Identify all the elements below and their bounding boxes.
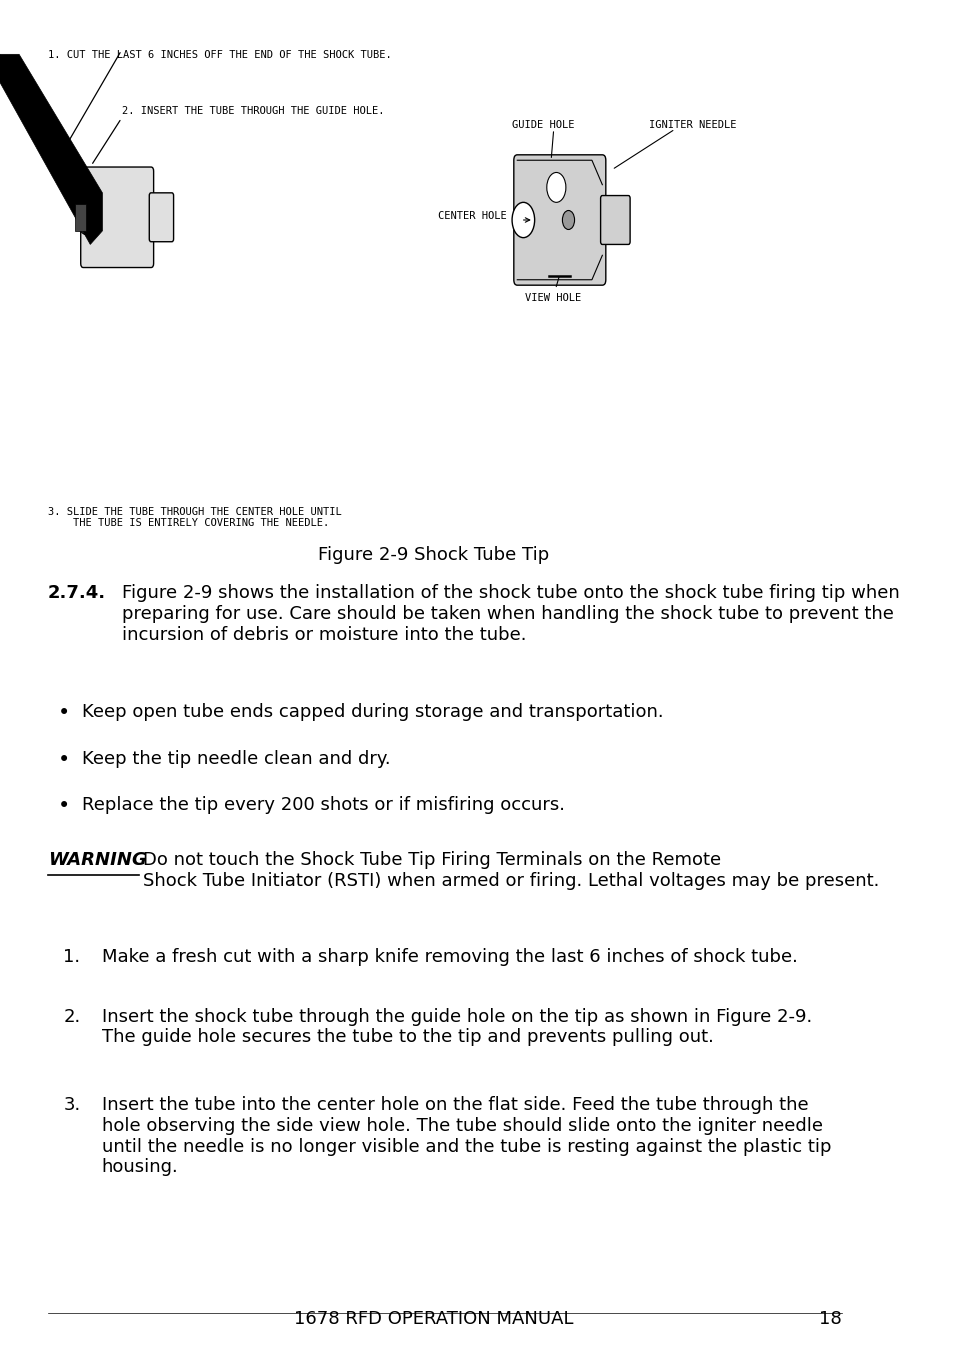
Circle shape bbox=[546, 172, 566, 202]
Text: 18: 18 bbox=[819, 1310, 842, 1328]
Text: VIEW HOLE: VIEW HOLE bbox=[525, 293, 581, 303]
FancyBboxPatch shape bbox=[81, 167, 154, 268]
Text: GUIDE HOLE: GUIDE HOLE bbox=[512, 120, 575, 129]
Polygon shape bbox=[0, 54, 102, 244]
Text: 2.7.4.: 2.7.4. bbox=[48, 584, 106, 602]
Text: Keep the tip needle clean and dry.: Keep the tip needle clean and dry. bbox=[83, 750, 392, 767]
Text: Figure 2-9 Shock Tube Tip: Figure 2-9 Shock Tube Tip bbox=[318, 546, 549, 564]
FancyBboxPatch shape bbox=[514, 155, 606, 285]
Text: Make a fresh cut with a sharp knife removing the last 6 inches of shock tube.: Make a fresh cut with a sharp knife remo… bbox=[101, 948, 798, 966]
Text: 2.: 2. bbox=[63, 1008, 81, 1025]
Text: Do not touch the Shock Tube Tip Firing Terminals on the Remote
Shock Tube Initia: Do not touch the Shock Tube Tip Firing T… bbox=[143, 851, 880, 891]
Text: 1.: 1. bbox=[63, 948, 81, 966]
FancyBboxPatch shape bbox=[149, 193, 173, 242]
Circle shape bbox=[76, 200, 99, 235]
Text: IGNITER NEEDLE: IGNITER NEEDLE bbox=[650, 120, 736, 129]
Text: 3. SLIDE THE TUBE THROUGH THE CENTER HOLE UNTIL
    THE TUBE IS ENTIRELY COVERIN: 3. SLIDE THE TUBE THROUGH THE CENTER HOL… bbox=[48, 507, 342, 528]
Text: CENTER HOLE: CENTER HOLE bbox=[438, 210, 507, 221]
Text: Keep open tube ends capped during storage and transportation.: Keep open tube ends capped during storag… bbox=[83, 703, 664, 721]
Bar bbox=[75, 204, 86, 231]
Text: 1. CUT THE LAST 6 INCHES OFF THE END OF THE SHOCK TUBE.: 1. CUT THE LAST 6 INCHES OFF THE END OF … bbox=[48, 50, 392, 60]
Text: Figure 2-9 shows the installation of the shock tube onto the shock tube firing t: Figure 2-9 shows the installation of the… bbox=[122, 584, 899, 644]
Text: •: • bbox=[58, 796, 70, 816]
Text: •: • bbox=[58, 750, 70, 770]
Text: Insert the shock tube through the guide hole on the tip as shown in Figure 2-9.
: Insert the shock tube through the guide … bbox=[101, 1008, 811, 1047]
Circle shape bbox=[562, 210, 575, 230]
Text: 3.: 3. bbox=[63, 1096, 81, 1114]
Text: 2. INSERT THE TUBE THROUGH THE GUIDE HOLE.: 2. INSERT THE TUBE THROUGH THE GUIDE HOL… bbox=[122, 106, 384, 115]
Text: Insert the tube into the center hole on the flat side. Feed the tube through the: Insert the tube into the center hole on … bbox=[101, 1096, 831, 1176]
Text: Replace the tip every 200 shots or if misfiring occurs.: Replace the tip every 200 shots or if mi… bbox=[83, 796, 566, 813]
Circle shape bbox=[512, 202, 535, 238]
Text: 1678 RFD OPERATION MANUAL: 1678 RFD OPERATION MANUAL bbox=[294, 1310, 574, 1328]
FancyBboxPatch shape bbox=[601, 196, 630, 244]
Text: •: • bbox=[58, 703, 70, 724]
Text: WARNING: WARNING bbox=[48, 851, 146, 869]
